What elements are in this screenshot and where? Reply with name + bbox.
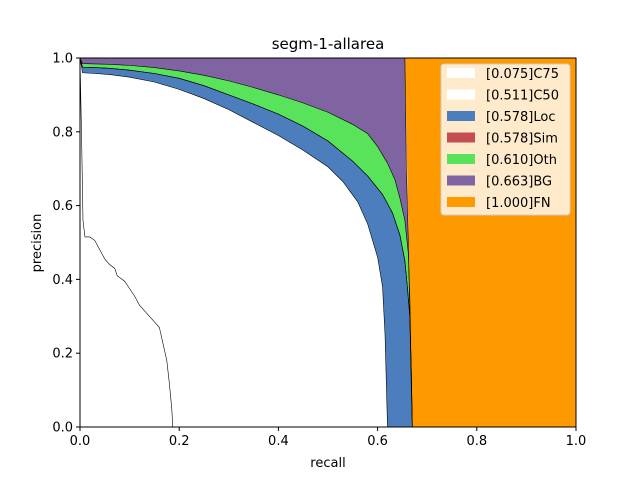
y-axis-label: precision — [30, 214, 45, 273]
legend-swatch-c50 — [447, 89, 475, 100]
legend-label-sim: [0.578]Sim — [486, 132, 558, 147]
chart-title: segm-1-allarea — [272, 35, 385, 53]
y-tick-label: 0.8 — [52, 125, 73, 140]
legend-label-c50: [0.511]C50 — [486, 89, 559, 104]
area-c75 — [80, 58, 173, 427]
legend-label-oth: [0.610]Oth — [486, 153, 557, 168]
legend-swatch-fn — [447, 197, 475, 207]
x-tick-label: 0.2 — [169, 434, 190, 449]
y-tick-label: 0.2 — [52, 347, 73, 362]
y-tick-label: 0.4 — [52, 273, 73, 288]
legend-label-loc: [0.578]Loc — [486, 110, 555, 125]
legend-swatch-sim — [447, 132, 475, 143]
plot-area — [80, 58, 576, 427]
legend-swatch-c75 — [447, 68, 475, 78]
x-tick-label: 0.6 — [367, 434, 388, 449]
plot-frame — [79, 57, 577, 428]
legend-swatch-oth — [447, 154, 475, 164]
legend-label-c75: [0.075]C75 — [486, 67, 559, 82]
line-sim — [79, 57, 413, 428]
line-c50 — [79, 57, 388, 428]
y-tick-label: 0.0 — [52, 421, 73, 436]
x-tick-label: 0.8 — [466, 434, 487, 449]
legend-label-bg: [0.663]BG — [486, 175, 552, 190]
plot-lines — [79, 57, 413, 428]
line-c75 — [79, 57, 174, 428]
line-oth — [79, 57, 413, 428]
x-axis: 0.0 0.2 0.4 0.6 0.8 1.0 — [70, 427, 587, 449]
legend-swatch-loc — [447, 111, 475, 121]
y-axis: 0.0 0.2 0.4 0.6 0.8 1.0 — [52, 52, 80, 436]
legend-swatch-bg — [447, 175, 475, 186]
y-tick-label: 0.6 — [52, 199, 73, 214]
legend: [0.075]C75 [0.511]C50 [0.578]Loc [0.578]Sim… — [440, 63, 571, 216]
legend-label-fn: [1.000]FN — [486, 196, 551, 211]
x-tick-label: 1.0 — [566, 434, 587, 449]
x-tick-label: 0.0 — [70, 434, 91, 449]
y-tick-label: 1.0 — [52, 52, 73, 67]
x-tick-label: 0.4 — [268, 434, 289, 449]
x-axis-label: recall — [310, 456, 345, 471]
